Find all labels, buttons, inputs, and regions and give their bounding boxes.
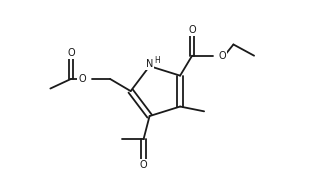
Text: O: O (140, 160, 148, 170)
Text: N: N (146, 59, 153, 69)
Text: O: O (219, 51, 226, 61)
Text: O: O (78, 74, 86, 84)
Text: O: O (67, 48, 75, 58)
Text: H: H (154, 56, 160, 65)
Text: O: O (188, 25, 196, 35)
